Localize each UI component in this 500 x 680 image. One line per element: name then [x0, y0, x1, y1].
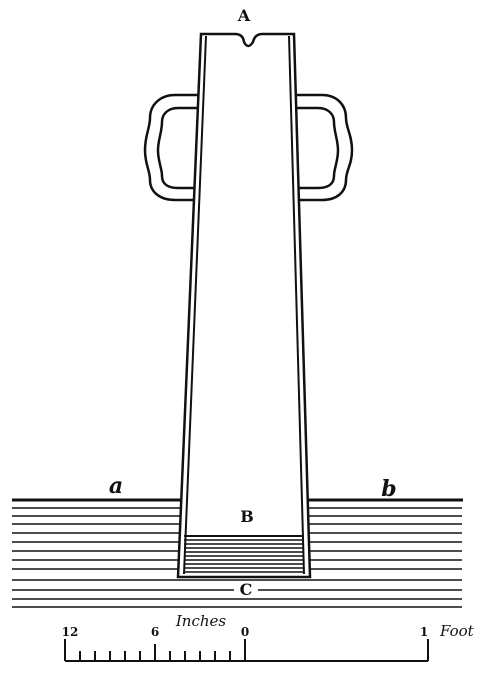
- scale-tick-label-6: 6: [151, 625, 159, 639]
- label-bottom: C: [240, 580, 253, 599]
- water-inside-vessel: [184, 535, 304, 573]
- vessel-inner-left-wall: [183, 35, 207, 575]
- scale-right-label: 1: [420, 625, 428, 639]
- scale-tick-label-12: 12: [62, 625, 79, 639]
- label-water-surface: B: [240, 507, 254, 526]
- scale-tick-label-0: 0: [241, 625, 249, 639]
- left-handle: [143, 93, 198, 202]
- scale-bar: [64, 639, 429, 662]
- right-handle: [296, 93, 354, 202]
- label-right-level: b: [381, 476, 396, 502]
- vessel: [176, 32, 312, 579]
- water-lines: [12, 498, 463, 608]
- vessel-inner-right-wall: [288, 35, 305, 575]
- vessel-body-outline: [176, 32, 312, 579]
- label-left-level: a: [109, 473, 123, 499]
- scale-unit: Foot: [439, 622, 475, 640]
- label-top: A: [237, 6, 251, 25]
- scale-title: Inches: [175, 612, 227, 630]
